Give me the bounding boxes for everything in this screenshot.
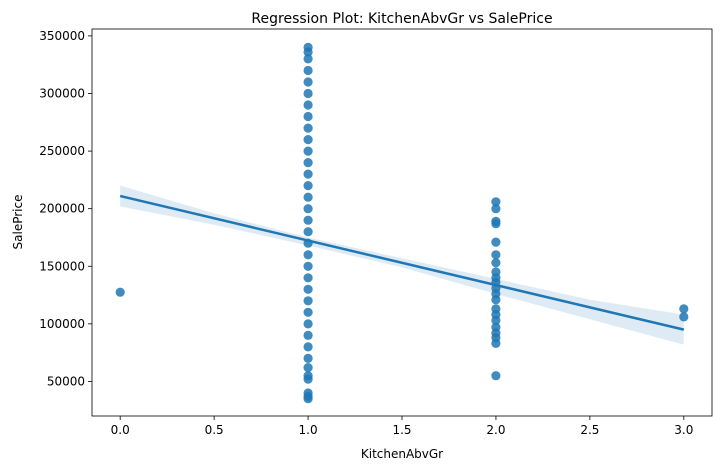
x-tick-label: 1.5 <box>392 423 411 437</box>
scatter-point <box>491 197 501 207</box>
scatter-point <box>303 204 313 214</box>
plot-area <box>115 42 689 404</box>
scatter-point <box>303 330 313 340</box>
scatter-point <box>303 296 313 306</box>
scatter-point <box>303 158 313 168</box>
scatter-point <box>303 215 313 225</box>
x-tick-label: 3.0 <box>674 423 693 437</box>
y-tick-label: 200000 <box>39 202 85 216</box>
scatter-point <box>491 250 501 260</box>
scatter-point <box>491 338 501 348</box>
y-axis: 50000 100000 150000 200000 250000 300000 35000… <box>39 29 92 388</box>
scatter-point <box>491 315 501 325</box>
scatter-point <box>303 65 313 76</box>
scatter-point <box>303 111 313 122</box>
scatter-point <box>491 258 501 268</box>
scatter-point <box>303 284 313 294</box>
scatter-point <box>679 304 689 314</box>
y-tick-label: 150000 <box>39 259 85 273</box>
scatter-point <box>115 287 125 297</box>
scatter-point <box>303 169 313 179</box>
scatter-point <box>303 227 313 237</box>
x-tick-label: 1.0 <box>299 423 318 437</box>
scatter-point <box>303 146 313 156</box>
x-tick-label: 2.5 <box>580 423 599 437</box>
scatter-point <box>303 307 313 317</box>
scatter-point <box>491 371 501 381</box>
scatter-point <box>303 181 313 191</box>
scatter-point <box>303 363 313 373</box>
scatter-point <box>303 192 313 202</box>
scatter-point <box>303 88 313 99</box>
scatter-point <box>491 204 501 214</box>
y-tick-label: 250000 <box>39 144 85 158</box>
scatter-point <box>303 342 313 352</box>
scatter-point <box>303 77 313 87</box>
chart-title: Regression Plot: KitchenAbvGr vs SalePri… <box>251 11 552 27</box>
scatter-point <box>303 250 313 260</box>
y-tick-label: 100000 <box>39 317 85 331</box>
x-tick-label: 0.0 <box>111 423 130 437</box>
scatter-point <box>491 237 501 247</box>
scatter-point <box>303 319 313 329</box>
x-tick-label: 2.0 <box>486 423 505 437</box>
y-tick-label: 50000 <box>47 374 85 388</box>
scatter-point <box>491 295 501 305</box>
scatter-point <box>303 123 313 133</box>
scatter-point <box>303 135 313 145</box>
scatter-point <box>303 273 313 283</box>
x-axis: 0.0 0.5 1.0 1.5 2.0 2.5 3.0 <box>111 416 693 437</box>
scatter-point <box>303 261 313 271</box>
scatter-point <box>303 100 313 110</box>
scatter-point <box>303 374 313 384</box>
scatter-point <box>303 54 313 64</box>
y-tick-label: 350000 <box>39 29 85 43</box>
scatter-point <box>303 47 313 57</box>
regression-line <box>119 194 685 331</box>
plot-frame <box>91 28 713 417</box>
x-tick-label: 0.5 <box>205 423 224 437</box>
y-tick-label: 300000 <box>39 87 85 101</box>
scatter-point <box>303 353 313 363</box>
scatter-point <box>679 312 689 322</box>
confidence-band <box>120 185 684 345</box>
scatter-point <box>491 219 501 229</box>
x-axis-label: KitchenAbvGr <box>361 447 443 461</box>
scatter-point <box>303 394 313 404</box>
y-axis-label: SalePrice <box>11 195 25 250</box>
